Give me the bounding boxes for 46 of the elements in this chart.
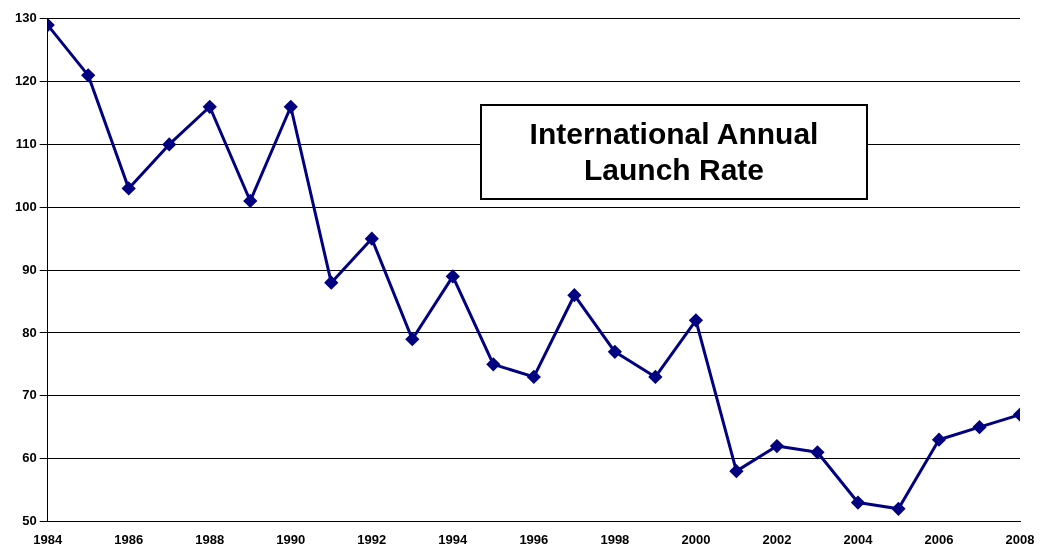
- y-tick-label: 50: [22, 512, 37, 528]
- point: [284, 100, 298, 114]
- x-tick-label: 1994: [438, 531, 469, 547]
- point: [527, 370, 541, 384]
- y-tick-label: 80: [22, 324, 37, 340]
- point: [486, 357, 500, 371]
- y-tick-label: 120: [14, 73, 37, 89]
- point: [203, 100, 217, 114]
- x-tick-label: 2006: [924, 531, 954, 547]
- y-tick-label: 90: [22, 261, 37, 277]
- point: [608, 345, 622, 359]
- point: [324, 276, 338, 290]
- x-tick-label: 1998: [600, 531, 630, 547]
- x-tick-label: 1996: [519, 531, 549, 547]
- x-tick-label: 2008: [1005, 531, 1035, 547]
- point: [122, 181, 136, 195]
- x-tick-label: 2000: [681, 531, 711, 547]
- y-tick-label: 70: [22, 387, 37, 403]
- point: [81, 68, 95, 82]
- point: [729, 464, 743, 478]
- y-tick-label: 100: [14, 198, 37, 214]
- y-tick-label: 110: [15, 136, 37, 152]
- point: [972, 420, 986, 434]
- point: [851, 496, 865, 510]
- point: [405, 332, 419, 346]
- point: [162, 137, 176, 151]
- point: [365, 232, 379, 246]
- x-tick-label: 1992: [357, 531, 387, 547]
- point: [810, 445, 824, 459]
- y-tick-label: 60: [22, 450, 37, 466]
- point: [932, 433, 946, 447]
- x-tick-label: 2002: [762, 531, 792, 547]
- x-tick-label: 1990: [276, 531, 306, 547]
- point: [770, 439, 784, 453]
- point: [243, 194, 257, 208]
- point: [648, 370, 662, 384]
- y-tick-label: 130: [14, 10, 37, 26]
- point: [891, 502, 905, 516]
- point: [567, 288, 581, 302]
- x-tick-label: 1988: [195, 531, 225, 547]
- point: [689, 313, 703, 327]
- x-tick-label: 2004: [843, 531, 874, 547]
- title-box: International Annual Launch Rate: [480, 104, 868, 200]
- x-tick-label: 1984: [33, 531, 63, 547]
- x-tick-label: 1986: [114, 531, 144, 547]
- point: [446, 269, 460, 283]
